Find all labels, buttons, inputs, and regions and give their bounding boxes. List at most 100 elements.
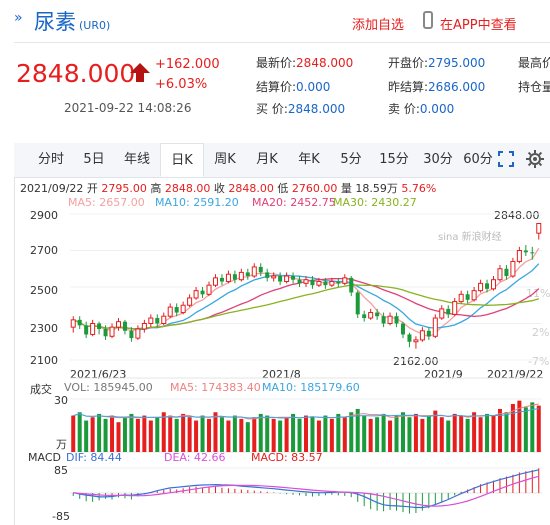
volume-bar	[465, 418, 470, 452]
y-tick-2300: 2300	[30, 322, 58, 335]
volume-bar	[400, 412, 405, 452]
candle-body	[426, 330, 431, 337]
candle-body	[536, 222, 542, 234]
volume-bar	[459, 415, 464, 452]
candle-body	[458, 293, 464, 303]
candle-body	[387, 315, 393, 325]
tab-yearly-k[interactable]: 年K	[298, 152, 320, 167]
volume-bar	[232, 415, 237, 452]
candle-body	[245, 272, 250, 277]
tab-15min[interactable]: 15分	[379, 152, 409, 167]
vol-ma10-value: MA10: 185179.60	[262, 381, 360, 394]
candle-body	[362, 314, 367, 319]
field-bid: 买 价:2848.000	[256, 102, 346, 116]
candle-body	[530, 252, 535, 254]
candle-body	[297, 279, 302, 284]
volume-bar	[323, 415, 328, 452]
volume-bar	[420, 418, 425, 452]
last-price: 2848.000	[16, 59, 136, 88]
tab-30min[interactable]: 30分	[423, 152, 453, 167]
volume-bar	[194, 420, 199, 452]
candle-body	[316, 281, 322, 286]
candle-body	[394, 316, 399, 324]
tab-daily-k[interactable]: 日K	[160, 143, 204, 177]
volume-bar	[303, 415, 309, 452]
candle-body	[167, 306, 173, 317]
volume-bar	[129, 413, 134, 452]
candle-body	[310, 279, 315, 286]
volume-bar	[536, 405, 541, 452]
low-annotation: 2162.00	[393, 355, 439, 368]
candle-body	[265, 272, 270, 278]
volume-bar	[148, 420, 153, 452]
volume-bar	[297, 418, 302, 452]
macd-dea: DEA: 42.66	[164, 451, 226, 464]
open-in-app-button[interactable]: 在APP中查看	[440, 18, 517, 33]
tab-intraday[interactable]: 分时	[37, 152, 64, 167]
candle-body	[303, 279, 309, 284]
candle-body	[115, 321, 121, 328]
tab-60min[interactable]: 60分	[463, 152, 493, 167]
volume-bar	[433, 410, 438, 452]
volume-bar	[207, 418, 212, 452]
settings-icon[interactable]	[526, 150, 544, 168]
vol-ma5-value: MA5: 174383.40	[170, 381, 261, 394]
high-annotation: 2848.00	[494, 209, 540, 222]
candle-body	[129, 330, 134, 339]
candle-body	[141, 323, 147, 330]
volume-bar	[504, 412, 509, 452]
fullscreen-icon[interactable]	[498, 151, 514, 167]
volume-bar	[530, 402, 535, 452]
volume-bar	[284, 417, 289, 452]
tab-weekly-k[interactable]: 周K	[214, 152, 236, 167]
candle-body	[251, 266, 257, 277]
vol-y-unit: 万	[56, 438, 67, 451]
add-to-watchlist-button[interactable]: 添加自选	[352, 18, 405, 33]
volume-bar	[135, 418, 140, 452]
candle-body	[336, 281, 341, 284]
candle-body	[491, 279, 497, 290]
pct-tick-neg7: -7%	[528, 355, 550, 368]
volume-bar	[342, 417, 347, 452]
candle-body	[471, 290, 477, 301]
candle-body	[504, 268, 509, 277]
volume-bar	[355, 408, 360, 452]
volume-bar	[426, 415, 431, 452]
tab-5day[interactable]: 5日	[83, 152, 105, 167]
candle-body	[381, 316, 386, 324]
pct-tick-11: 11%	[526, 287, 550, 300]
volume-bar	[265, 415, 270, 452]
candle-body	[90, 323, 96, 335]
volume-bar	[110, 415, 115, 452]
volume-bar	[336, 413, 341, 452]
macd-y-top: 85	[54, 464, 68, 477]
volume-bar	[491, 415, 496, 452]
volume-bar	[71, 415, 76, 452]
candle-body	[84, 325, 89, 335]
tab-monthly-k[interactable]: 月K	[256, 152, 278, 167]
candle-body	[174, 307, 179, 313]
candle-body	[103, 328, 108, 337]
candle-body	[478, 282, 484, 292]
vol-y-top: 30	[54, 394, 68, 407]
volume-bar	[90, 417, 95, 452]
ma20-label: MA20: 2452.75	[252, 196, 336, 209]
candle-body	[212, 277, 218, 286]
volume-bar	[472, 412, 477, 452]
volume-bar	[362, 415, 367, 452]
tab-5min[interactable]: 5分	[340, 152, 362, 167]
candle-body	[413, 339, 419, 343]
candle-body	[342, 277, 348, 284]
candle-body	[122, 321, 127, 331]
candle-body	[225, 273, 231, 283]
volume-bar	[122, 417, 127, 452]
candle-body	[329, 281, 335, 286]
candle-body	[180, 304, 186, 314]
macd-value: MACD: 83.57	[251, 451, 323, 464]
ma30-line	[72, 284, 539, 330]
tab-year-line[interactable]: 年线	[123, 152, 150, 167]
pct-tick-2: 2%	[532, 326, 550, 339]
candle-body	[465, 294, 470, 300]
field-ask: 卖 价:0.000	[388, 102, 455, 116]
